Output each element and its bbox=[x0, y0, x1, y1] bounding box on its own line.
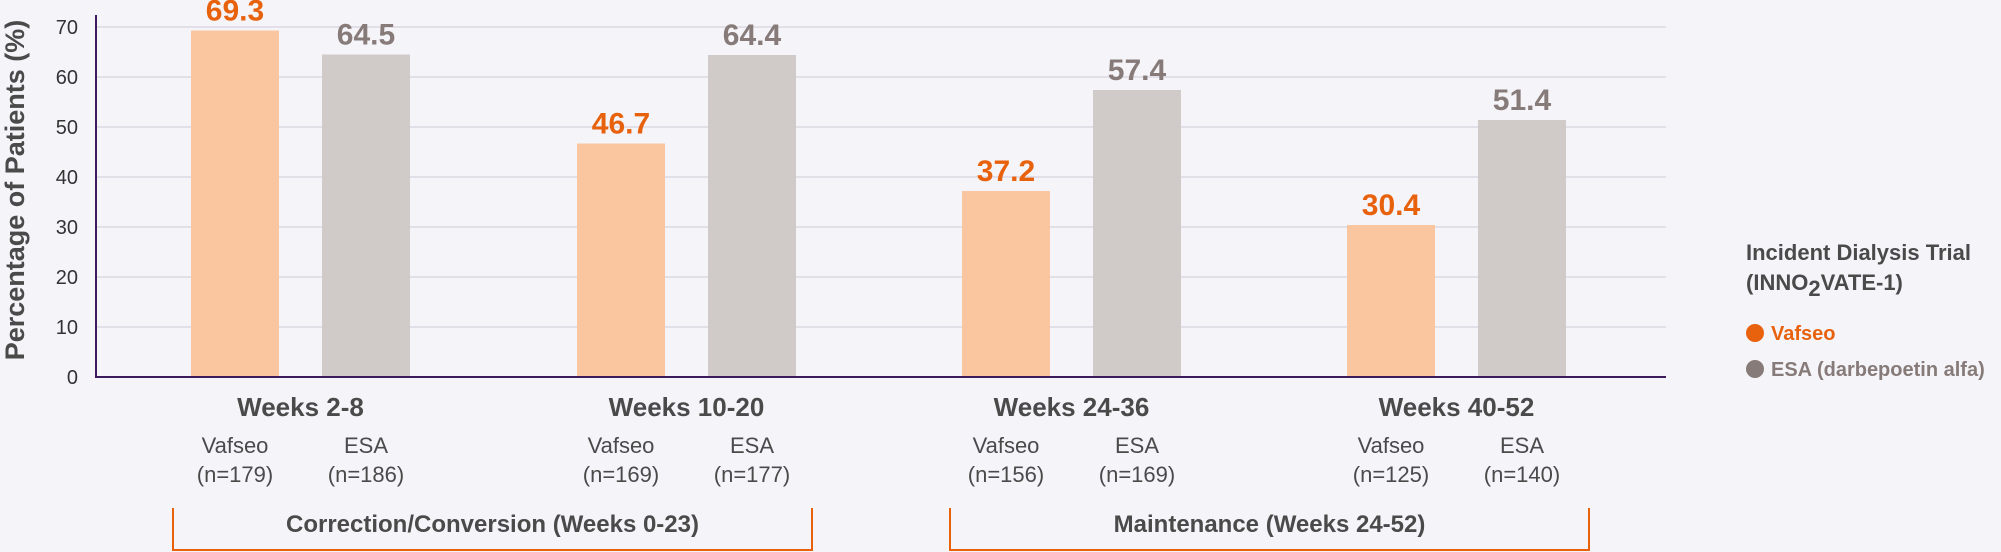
y-tick-label: 20 bbox=[56, 267, 78, 289]
data-label: 46.7 bbox=[592, 108, 650, 141]
bar-esa bbox=[1478, 120, 1566, 377]
series-sublabel: Vafseo bbox=[202, 433, 269, 458]
y-tick-label: 0 bbox=[67, 367, 78, 389]
legend-title-line2: (INNO2VATE-1) bbox=[1746, 270, 1903, 301]
bar-esa bbox=[322, 54, 410, 377]
x-category-label: Weeks 10-20 bbox=[609, 392, 765, 422]
x-axis-labels: Vafseo (n=179) ESA (n=186) Weeks 2-8 Vafseo (n… bbox=[197, 392, 1560, 487]
sample-size-label: (n=156) bbox=[968, 462, 1044, 487]
series-sublabel: Vafseo bbox=[1358, 433, 1425, 458]
series-sublabel: ESA bbox=[1500, 433, 1544, 458]
phase-label: Maintenance (Weeks 24-52) bbox=[1114, 511, 1426, 538]
bar-vafseo bbox=[1347, 225, 1435, 377]
legend-item-label: Vafseo bbox=[1771, 323, 1835, 345]
data-label: 30.4 bbox=[1362, 189, 1421, 222]
phase-label: Correction/Conversion (Weeks 0-23) bbox=[286, 511, 699, 538]
phase-brackets: Correction/Conversion (Weeks 0-23) Mainte… bbox=[172, 508, 1590, 551]
legend-title-line1: Incident Dialysis Trial bbox=[1746, 240, 1971, 265]
y-tick-label: 70 bbox=[56, 17, 78, 39]
bar-vafseo bbox=[191, 30, 279, 377]
phase-bracket bbox=[172, 508, 813, 551]
axes bbox=[95, 15, 1666, 378]
legend-swatch-icon bbox=[1746, 360, 1764, 378]
series-sublabel: ESA bbox=[344, 433, 388, 458]
y-tick-label: 10 bbox=[56, 317, 78, 339]
data-label: 64.5 bbox=[337, 19, 395, 52]
bar-esa bbox=[1093, 90, 1181, 377]
y-tick-label: 40 bbox=[56, 167, 78, 189]
bar-vafseo bbox=[962, 191, 1050, 377]
legend: Incident Dialysis Trial (INNO2VATE-1) Va… bbox=[1746, 240, 1985, 381]
data-label: 57.4 bbox=[1108, 54, 1167, 87]
x-category-label: Weeks 2-8 bbox=[237, 392, 364, 422]
sample-size-label: (n=169) bbox=[583, 462, 659, 487]
legend-swatch-icon bbox=[1746, 324, 1764, 342]
sample-size-label: (n=177) bbox=[714, 462, 790, 487]
bar-esa bbox=[708, 55, 796, 377]
y-tick-label: 50 bbox=[56, 117, 78, 139]
data-label: 64.4 bbox=[723, 19, 782, 52]
phase-bracket bbox=[949, 508, 1590, 551]
series-sublabel: Vafseo bbox=[973, 433, 1040, 458]
x-category-label: Weeks 40-52 bbox=[1379, 392, 1535, 422]
x-category-label: Weeks 24-36 bbox=[994, 392, 1150, 422]
series-sublabel: Vafseo bbox=[588, 433, 655, 458]
series-sublabel: ESA bbox=[730, 433, 774, 458]
y-axis-label: Percentage of Patients (%) bbox=[0, 20, 30, 361]
y-tick-label: 60 bbox=[56, 67, 78, 89]
data-label: 37.2 bbox=[977, 155, 1035, 188]
data-label: 51.4 bbox=[1493, 84, 1552, 117]
series-sublabel: ESA bbox=[1115, 433, 1159, 458]
sample-size-label: (n=125) bbox=[1353, 462, 1429, 487]
bars: 69.3 64.5 46.7 64.4 37.2 57.4 30.4 51.4 bbox=[191, 0, 1566, 377]
bar-vafseo bbox=[577, 143, 665, 377]
sample-size-label: (n=186) bbox=[328, 462, 404, 487]
y-tick-label: 30 bbox=[56, 217, 78, 239]
sample-size-label: (n=169) bbox=[1099, 462, 1175, 487]
sample-size-label: (n=140) bbox=[1484, 462, 1560, 487]
sample-size-label: (n=179) bbox=[197, 462, 273, 487]
legend-item-label: ESA (darbepoetin alfa) bbox=[1771, 359, 1985, 381]
data-label: 69.3 bbox=[206, 0, 264, 28]
